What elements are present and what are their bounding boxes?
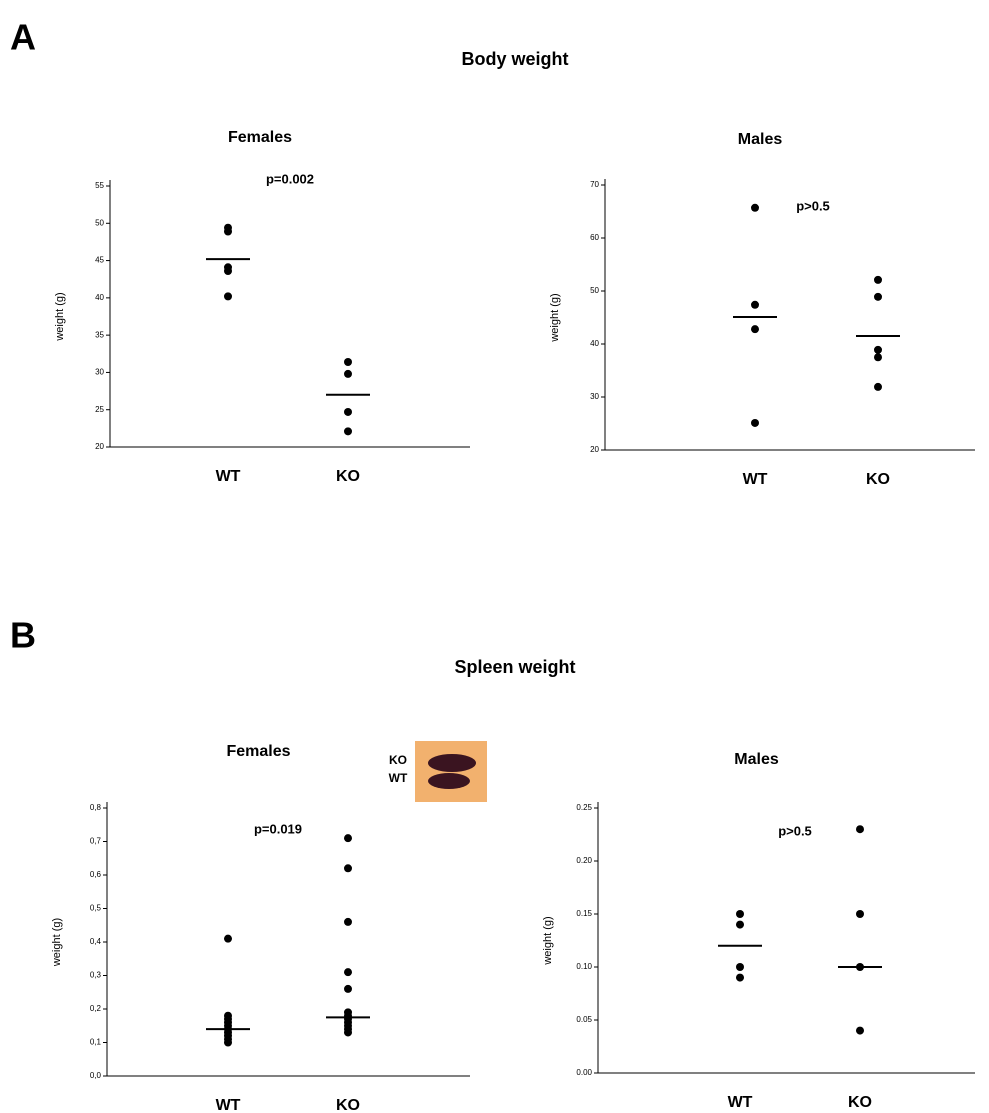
y-tick-label: 60	[590, 233, 599, 242]
x-tick-label: WT	[743, 471, 768, 488]
data-point	[874, 382, 882, 391]
inset-label: WT	[389, 771, 408, 785]
x-tick-label: KO	[336, 1097, 360, 1113]
y-tick-label: 25	[95, 405, 104, 414]
y-tick-label: 30	[590, 392, 599, 401]
data-point	[344, 369, 352, 378]
data-point	[874, 353, 882, 362]
y-tick-label: 0,7	[90, 837, 102, 846]
data-point	[874, 345, 882, 354]
y-tick-label: 0,3	[90, 971, 102, 980]
data-point	[344, 834, 352, 843]
y-tick-label: 40	[590, 339, 599, 348]
data-point	[751, 203, 759, 212]
data-point	[344, 864, 352, 873]
data-point	[344, 968, 352, 977]
data-point	[224, 292, 232, 301]
chart-title: Males	[738, 131, 783, 148]
y-tick-label: 0,0	[90, 1071, 102, 1080]
annotation: p=0.002	[266, 171, 314, 186]
inset-label: KO	[389, 753, 407, 767]
annotation: p>0.5	[778, 823, 812, 838]
data-point	[874, 275, 882, 284]
data-point	[224, 1038, 232, 1047]
chart-title: Females	[226, 743, 290, 760]
data-point	[224, 227, 232, 236]
data-point	[344, 407, 352, 416]
y-tick-label: 0,6	[90, 870, 102, 879]
data-point	[751, 418, 759, 427]
section-title: Body weight	[462, 49, 569, 69]
y-tick-label: 0.10	[576, 962, 592, 971]
data-point	[856, 1026, 864, 1035]
y-axis-label: weight (g)	[51, 918, 63, 967]
y-tick-label: 0,4	[90, 937, 102, 946]
data-point	[224, 934, 232, 943]
chart-title: Females	[228, 129, 292, 146]
data-point	[344, 917, 352, 926]
chart-title: Males	[734, 751, 779, 768]
data-point	[856, 825, 864, 834]
y-tick-label: 0,8	[90, 803, 102, 812]
y-tick-label: 70	[590, 180, 599, 189]
y-axis-label: weight (g)	[542, 916, 554, 965]
x-tick-label: WT	[216, 468, 241, 485]
y-tick-label: 0.00	[576, 1068, 592, 1077]
y-tick-label: 20	[590, 445, 599, 454]
annotation: p>0.5	[796, 198, 830, 213]
y-tick-label: 50	[95, 218, 104, 227]
y-tick-label: 20	[95, 442, 104, 451]
data-point	[344, 427, 352, 436]
x-tick-label: WT	[216, 1097, 241, 1113]
y-tick-label: 0.15	[576, 909, 592, 918]
data-point	[856, 910, 864, 918]
panel-label: A	[10, 17, 36, 58]
x-tick-label: WT	[728, 1094, 753, 1111]
data-point	[224, 267, 232, 276]
y-tick-label: 55	[95, 181, 104, 190]
panel-label: B	[10, 615, 36, 656]
x-tick-label: KO	[866, 471, 890, 488]
y-tick-label: 0,5	[90, 904, 102, 913]
data-point	[751, 325, 759, 334]
data-point	[344, 357, 352, 366]
data-point	[344, 984, 352, 993]
y-tick-label: 35	[95, 330, 104, 339]
data-point	[736, 910, 744, 918]
y-tick-label: 0,1	[90, 1038, 102, 1047]
x-tick-label: KO	[848, 1094, 872, 1111]
data-point	[736, 973, 744, 982]
data-point	[751, 300, 759, 309]
y-tick-label: 40	[95, 293, 104, 302]
y-axis-label: weight (g)	[549, 293, 561, 342]
y-tick-label: 45	[95, 256, 104, 265]
y-tick-label: 0.05	[576, 1015, 592, 1024]
data-point	[344, 1028, 352, 1037]
data-point	[874, 292, 882, 301]
data-point	[736, 920, 744, 929]
y-tick-label: 50	[590, 286, 599, 295]
data-point	[736, 963, 744, 971]
y-tick-label: 0.20	[576, 856, 592, 865]
y-tick-label: 30	[95, 368, 104, 377]
y-axis-label: weight (g)	[54, 292, 66, 341]
x-tick-label: KO	[336, 468, 360, 485]
section-title: Spleen weight	[454, 657, 575, 677]
y-tick-label: 0,2	[90, 1004, 102, 1013]
y-tick-label: 0.25	[576, 803, 592, 812]
spleen-photo	[415, 741, 487, 802]
annotation: p=0.019	[254, 821, 302, 836]
